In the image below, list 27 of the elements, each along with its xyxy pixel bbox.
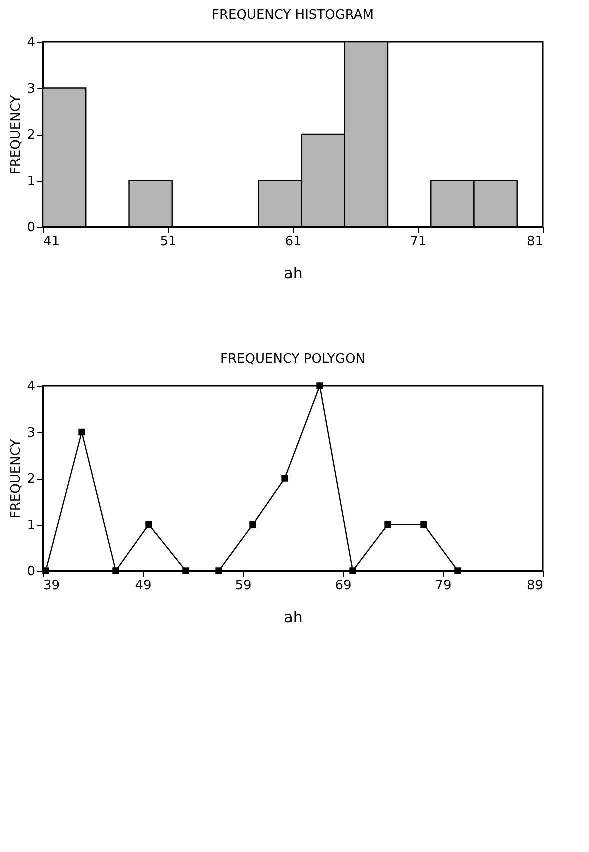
x-tick-label: 49 xyxy=(135,578,152,594)
y-tick-label: 3 xyxy=(27,82,36,97)
y-tick-label: 0 xyxy=(27,564,36,580)
y-tick-label: 4 xyxy=(27,380,36,394)
x-tick-label: 51 xyxy=(160,234,177,250)
y-tick-label: 2 xyxy=(27,472,36,487)
x-tick-label: 61 xyxy=(285,234,302,250)
x-tick-label: 79 xyxy=(435,578,452,594)
chart-title: FREQUENCY HISTOGRAM xyxy=(212,8,374,23)
y-axis-title: FREQUENCY xyxy=(9,439,24,519)
y-axis-title: FREQUENCY xyxy=(9,95,24,175)
y-tick-label: 0 xyxy=(27,220,36,236)
y-tick-label: 1 xyxy=(27,518,36,534)
y-tick-label: 4 xyxy=(27,36,36,50)
chart-title: FREQUENCY POLYGON xyxy=(220,352,366,367)
x-tick-label: 69 xyxy=(335,578,352,594)
y-tick-label: 2 xyxy=(27,128,36,143)
x-tick-label: 41 xyxy=(44,234,60,250)
x-axis-title: ah xyxy=(284,608,303,626)
y-tick-label: 3 xyxy=(27,426,36,441)
x-tick-label: 81 xyxy=(526,234,544,250)
y-tick-label: 1 xyxy=(27,174,36,190)
x-tick-label: 39 xyxy=(44,578,60,594)
x-axis-title: ah xyxy=(284,264,303,282)
x-tick-label: 71 xyxy=(410,234,427,250)
x-tick-label: 59 xyxy=(235,578,252,594)
x-tick-label: 89 xyxy=(526,578,544,594)
